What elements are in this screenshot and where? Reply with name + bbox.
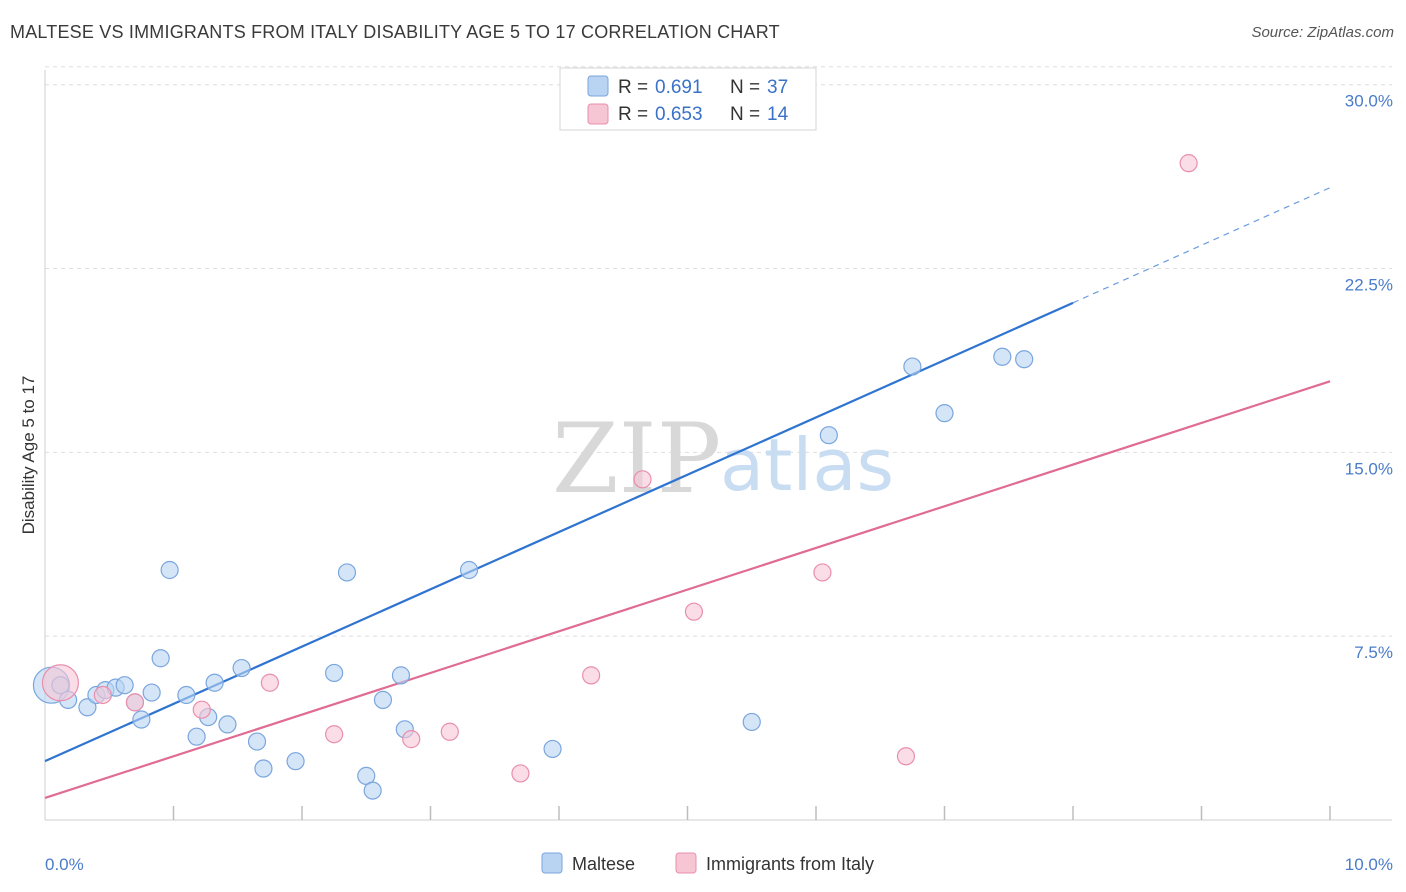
x-tick-label-1: 10.0% xyxy=(1345,855,1393,874)
bottom-legend-label-italy: Immigrants from Italy xyxy=(706,854,874,874)
point-blue-31 xyxy=(819,426,838,445)
trend-line-extension-blue xyxy=(1072,187,1331,304)
legend-n-label-2: N = xyxy=(730,104,760,125)
y-tick-label-3: 30.0% xyxy=(1345,92,1393,111)
point-blue-27 xyxy=(391,666,411,685)
trend-line-pink xyxy=(44,380,1331,799)
point-pink-2 xyxy=(125,693,145,712)
point-blue-10 xyxy=(142,683,161,702)
point-blue-25 xyxy=(363,781,382,800)
point-blue-7 xyxy=(115,676,134,695)
point-blue-17 xyxy=(218,715,237,734)
point-pink-0 xyxy=(41,664,80,702)
x-tick-label-0: 0.0% xyxy=(45,855,84,874)
point-blue-14 xyxy=(187,727,206,746)
watermark-atlas: atlas xyxy=(720,423,894,507)
legend-n-value-2: 14 xyxy=(767,104,789,125)
point-blue-36 xyxy=(742,712,761,732)
legend-swatch-maltese xyxy=(587,75,609,97)
point-pink-5 xyxy=(325,725,344,744)
point-blue-13 xyxy=(177,685,196,705)
point-pink-1 xyxy=(93,685,112,705)
point-blue-11 xyxy=(151,649,170,668)
point-blue-18 xyxy=(232,658,251,678)
legend-n-label-1: N = xyxy=(730,77,760,98)
point-blue-23 xyxy=(337,563,357,582)
point-blue-3 xyxy=(78,698,97,717)
point-blue-35 xyxy=(1015,350,1034,369)
legend-r-label-1: R = xyxy=(618,77,648,98)
tick-labels: 7.5% 15.0% 22.5% 30.0% 0.0% 10.0% xyxy=(45,92,1393,874)
point-pink-8 xyxy=(511,764,530,783)
point-pink-7 xyxy=(440,722,459,741)
point-pink-6 xyxy=(402,730,421,749)
legend-swatch-italy xyxy=(587,103,609,125)
point-blue-9 xyxy=(132,710,151,729)
point-blue-21 xyxy=(286,752,305,771)
data-points xyxy=(32,154,1198,800)
point-blue-22 xyxy=(325,663,344,683)
point-blue-20 xyxy=(254,759,273,778)
source-label: Source: ZipAtlas.com xyxy=(1251,24,1394,41)
legend-r-value-2: 0.653 xyxy=(655,104,703,125)
bottom-legend-swatch-italy xyxy=(675,852,697,874)
point-pink-12 xyxy=(813,563,832,582)
point-pink-11 xyxy=(684,602,704,621)
point-blue-34 xyxy=(993,347,1012,366)
y-tick-label-0: 7.5% xyxy=(1354,643,1393,662)
point-blue-32 xyxy=(903,357,922,376)
y-tick-label-2: 22.5% xyxy=(1345,276,1393,295)
legend-r-value-1: 0.691 xyxy=(655,77,703,98)
top-legend: R = 0.691 N = 37 R = 0.653 N = 14 xyxy=(559,67,817,131)
y-tick-label-1: 15.0% xyxy=(1345,459,1393,478)
grid-lines xyxy=(45,66,1392,637)
point-blue-12 xyxy=(160,560,179,580)
point-pink-3 xyxy=(192,700,211,719)
chart-title: MALTESE VS IMMIGRANTS FROM ITALY DISABIL… xyxy=(10,22,780,42)
y-axis-title: Disability Age 5 to 17 xyxy=(19,376,38,535)
point-pink-4 xyxy=(260,673,279,692)
point-pink-9 xyxy=(582,666,601,685)
point-blue-30 xyxy=(543,739,562,759)
point-blue-33 xyxy=(935,404,954,423)
point-blue-16 xyxy=(205,673,224,692)
bottom-legend-swatch-maltese xyxy=(541,852,563,874)
point-pink-13 xyxy=(896,747,916,766)
point-pink-14 xyxy=(1179,154,1198,173)
point-blue-19 xyxy=(247,732,267,751)
point-pink-10 xyxy=(633,470,652,489)
bottom-legend: Maltese Immigrants from Italy xyxy=(541,852,874,874)
point-blue-26 xyxy=(373,690,393,710)
point-blue-29 xyxy=(459,560,479,580)
legend-r-label-2: R = xyxy=(618,104,648,125)
bottom-legend-label-maltese: Maltese xyxy=(572,854,635,874)
watermark: ZIP atlas xyxy=(552,403,894,515)
legend-n-value-1: 37 xyxy=(767,77,788,98)
